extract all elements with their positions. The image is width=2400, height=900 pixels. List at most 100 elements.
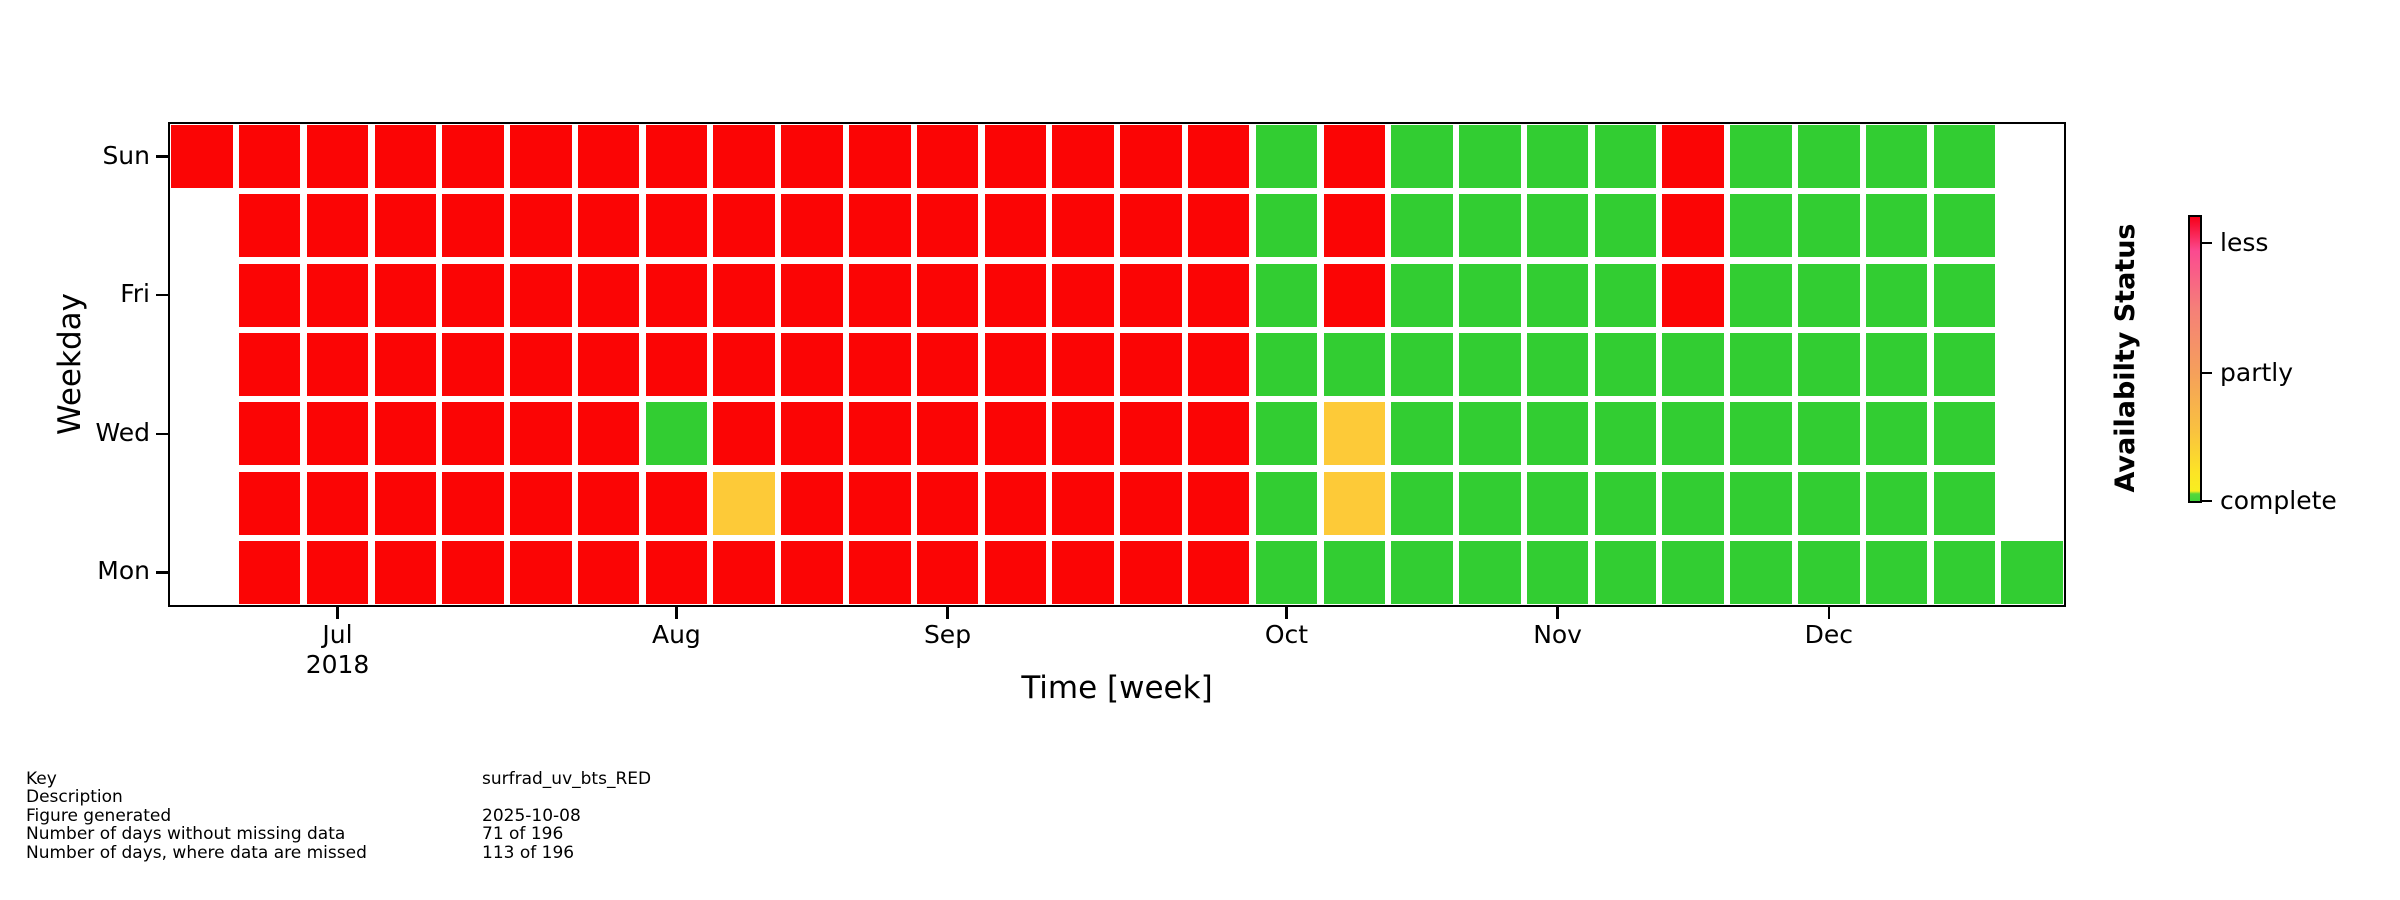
heatmap-cell-sat-w20 [1526,194,1589,258]
heatmap-cell-sat-w11 [916,194,979,258]
heatmap-cell-sun-w21 [1594,125,1657,189]
footer-value: 71 of 196 [482,824,564,845]
heatmap-cell-thu-w24 [1798,333,1860,397]
heatmap-cell-thu-w22 [1662,333,1724,397]
y-tick-label-fri: Fri [120,279,150,309]
heatmap-cell-thu-w14 [1120,333,1182,397]
colorbar-tick-label-partly: partly [2220,358,2294,388]
footer-label: Key [26,769,57,789]
heatmap-cell-thu-w9 [781,333,843,397]
heatmap-cell-sat-w8 [713,194,775,258]
heatmap-cell-wed-w15 [1187,402,1250,466]
heatmap-cell-sat-w22 [1662,194,1724,258]
heatmap-cell-sat-w21 [1594,194,1657,258]
heatmap-cell-sat-w1 [238,194,301,258]
heatmap-cell-fri-w15 [1187,263,1250,327]
heatmap-cell-tue-w22 [1662,471,1724,535]
x-tick-label-sep: Sep [923,620,972,649]
heatmap-cell-fri-w11 [916,263,979,327]
heatmap-cell-tue-w2 [306,471,369,535]
heatmap-cell-tue-w26 [1933,471,1996,535]
heatmap-cell-sun-w24 [1798,125,1860,189]
heatmap-cell-wed-w3 [374,402,437,466]
heatmap-cell-sat-w12 [984,194,1047,258]
heatmap-cell-sat-w2 [306,194,369,258]
heatmap-cell-tue-w18 [1391,471,1453,535]
heatmap-cell-fri-w26 [1933,263,1996,327]
heatmap-cell-wed-w5 [510,402,572,466]
heatmap-cell-tue-w20 [1526,471,1589,535]
heatmap-cell-fri-w24 [1798,263,1860,327]
heatmap-cell-tue-w21 [1594,471,1657,535]
heatmap-cell-sun-w10 [849,125,911,189]
heatmap-cell-wed-w8 [713,402,775,466]
heatmap-cell-wed-w19 [1459,402,1521,466]
heatmap-cell-thu-w12 [984,333,1047,397]
heatmap-cell-fri-w4 [442,263,504,327]
heatmap-cell-sat-w18 [1391,194,1453,258]
heatmap-cell-wed-w7 [645,402,708,466]
colorbar-tick-mark-complete [2202,499,2212,503]
heatmap-cell-fri-w20 [1526,263,1589,327]
x-tick-label-aug: Aug [651,620,701,649]
x-axis-title: Time [week] [1021,670,1213,706]
heatmap-cell-mon-w22 [1662,540,1724,604]
heatmap-cell-mon-w1 [238,540,301,604]
x-tick-mark-nov [1556,607,1559,619]
footer-label: Number of days, where data are missed [26,842,367,863]
heatmap-cell-sun-w6 [577,125,640,189]
heatmap-cell-sat-w3 [374,194,437,258]
heatmap-cell-mon-w20 [1526,540,1589,604]
heatmap-cell-sun-w11 [916,125,979,189]
heatmap-cell-thu-w8 [713,333,775,397]
heatmap-cell-fri-w3 [374,263,437,327]
heatmap-cell-fri-w19 [1459,263,1521,327]
heatmap-cell-sun-w14 [1120,125,1182,189]
heatmap-cell-wed-w14 [1120,402,1182,466]
heatmap-cell-fri-w13 [1052,263,1114,327]
heatmap-cell-mon-w10 [849,540,911,604]
heatmap-cell-sat-w4 [442,194,504,258]
heatmap-cell-sun-w9 [781,125,843,189]
heatmap-cell-tue-w9 [781,471,843,535]
heatmap-cell-sun-w7 [645,125,708,189]
y-tick-mark-sun [156,155,168,158]
heatmap-cell-sun-w25 [1865,125,1928,189]
heatmap-cell-sat-w23 [1730,194,1792,258]
footer-row: Figure generated 2025-10-08 [0,806,1200,825]
heatmap-cell-fri-w18 [1391,263,1453,327]
x-tick-label-oct: Oct [1264,620,1309,649]
heatmap-cell-wed-w16 [1255,402,1318,466]
x-tick-label-nov: Nov [1533,620,1582,649]
heatmap-cell-mon-w14 [1120,540,1182,604]
heatmap-cell-wed-w24 [1798,402,1860,466]
footer-row: Number of days without missing data 71 of… [0,824,1200,845]
figure-footer-metadata: Key surfrad_uv_bts_RED Description Figure g… [0,770,1200,862]
heatmap-cell-sat-w17 [1323,194,1386,258]
heatmap-cell-wed-w17 [1323,402,1386,466]
heatmap-cell-fri-w12 [984,263,1047,327]
heatmap-cell-tue-w24 [1798,471,1860,535]
heatmap-cell-mon-w8 [713,540,775,604]
heatmap-cell-sat-w14 [1120,194,1182,258]
x-tick-mark-jul [336,607,339,619]
heatmap-cell-tue-w12 [984,471,1047,535]
heatmap-cell-thu-w5 [510,333,572,397]
heatmap-cell-wed-w9 [781,402,843,466]
heatmap-plot-area [168,122,2066,607]
heatmap-cell-mon-w7 [645,540,708,604]
heatmap-cell-sat-w10 [849,194,911,258]
heatmap-cell-fri-w23 [1730,263,1792,327]
heatmap-cell-mon-w2 [306,540,369,604]
heatmap-cell-mon-w15 [1187,540,1250,604]
heatmap-cell-sat-w15 [1187,194,1250,258]
heatmap-cell-mon-w18 [1391,540,1453,604]
heatmap-cell-mon-w23 [1730,540,1792,604]
heatmap-cell-sun-w18 [1391,125,1453,189]
x-tick-label-jul: Jul [322,620,353,649]
heatmap-cell-tue-w3 [374,471,437,535]
heatmap-cell-sun-w12 [984,125,1047,189]
heatmap-cell-tue-w25 [1865,471,1928,535]
x-tick-label-dec: Dec [1804,620,1853,649]
